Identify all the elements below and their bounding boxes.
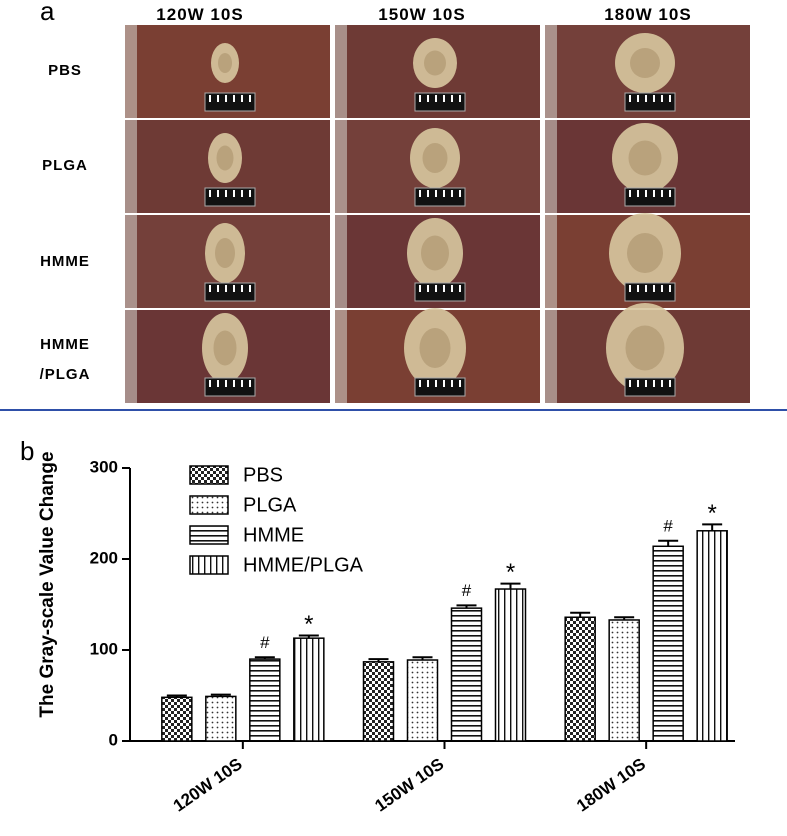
bar [564, 616, 596, 742]
lesion-core [215, 238, 235, 268]
bar [362, 661, 395, 742]
row-label: PBS [48, 62, 82, 79]
bar [608, 619, 640, 742]
ruler [414, 92, 466, 112]
photo-edge [545, 25, 557, 118]
ruler [204, 187, 256, 207]
x-tick-label: 120W 10S [170, 754, 246, 815]
bar [293, 637, 325, 742]
lesion-core [218, 53, 232, 73]
column-header: 120W 10S [156, 5, 244, 24]
photo-edge [335, 215, 347, 308]
error-bar [298, 634, 319, 639]
column-header: 150W 10S [378, 5, 466, 24]
bar [450, 607, 483, 742]
lesion-core [627, 233, 663, 273]
ruler [414, 187, 466, 207]
legend-label: HMME [243, 524, 304, 546]
error-bar [456, 604, 477, 609]
bar [696, 530, 728, 742]
legend-swatch [189, 525, 229, 545]
error-bar [254, 656, 275, 660]
significance-mark: # [462, 581, 472, 600]
lesion-core [424, 50, 446, 76]
ruler [624, 282, 676, 302]
y-tick-label: 0 [109, 730, 118, 749]
photo-edge [335, 120, 347, 213]
row-label: HMME [40, 253, 90, 270]
significance-mark: * [707, 500, 716, 527]
ruler [204, 282, 256, 302]
ruler [624, 92, 676, 112]
ruler [204, 377, 256, 397]
error-bar [702, 523, 723, 531]
significance-mark: * [304, 611, 313, 638]
photo-edge [545, 120, 557, 213]
legend-label: PBS [243, 464, 283, 486]
y-tick-label: 200 [90, 548, 118, 567]
lesion-core [628, 140, 662, 176]
photo-edge [125, 310, 137, 403]
y-axis-label: The Gray-scale Value Change [37, 451, 58, 717]
bar [406, 659, 439, 742]
y-tick-label: 300 [90, 457, 118, 476]
lesion-core [630, 48, 660, 78]
error-bar [658, 539, 679, 547]
significance-mark: # [663, 516, 673, 535]
bar [652, 545, 684, 742]
significance-mark: * [506, 559, 515, 586]
error-bar [368, 658, 389, 662]
y-tick-label: 100 [90, 639, 118, 658]
panel-label: a [40, 0, 55, 26]
bar [205, 695, 237, 742]
error-bar [570, 611, 591, 618]
error-bar [500, 582, 521, 590]
photo-edge [545, 310, 557, 403]
ruler [204, 92, 256, 112]
lesion-core [421, 235, 449, 271]
photo-edge [335, 25, 347, 118]
photo-edge [335, 310, 347, 403]
lesion-core [422, 143, 448, 173]
error-bar [412, 656, 433, 661]
row-label: PLGA [42, 157, 88, 174]
legend-swatch [189, 495, 229, 515]
bar [161, 696, 193, 742]
bar [494, 588, 527, 742]
ruler [414, 377, 466, 397]
row-label: HMME /PLGA [39, 336, 91, 383]
lesion-core [419, 328, 451, 368]
error-bar [166, 694, 187, 698]
panel-label: b [20, 436, 35, 466]
ruler [624, 187, 676, 207]
x-tick-label: 180W 10S [573, 754, 649, 815]
significance-mark: # [260, 633, 270, 652]
lesion-core [216, 145, 234, 171]
photo-edge [125, 25, 137, 118]
ruler [414, 282, 466, 302]
legend-swatch [189, 555, 229, 575]
photo-edge [125, 215, 137, 308]
x-tick-label: 150W 10S [371, 754, 447, 815]
legend-label: HMME/PLGA [243, 554, 364, 576]
ruler [624, 377, 676, 397]
error-bar [210, 693, 231, 697]
photo-edge [125, 120, 137, 213]
lesion-core [213, 330, 237, 366]
legend-swatch [189, 465, 229, 485]
photo-edge [545, 215, 557, 308]
error-bar [614, 616, 635, 620]
legend-label: PLGA [243, 494, 297, 516]
column-header: 180W 10S [604, 5, 692, 24]
lesion-core [625, 325, 665, 371]
bar [249, 658, 281, 742]
